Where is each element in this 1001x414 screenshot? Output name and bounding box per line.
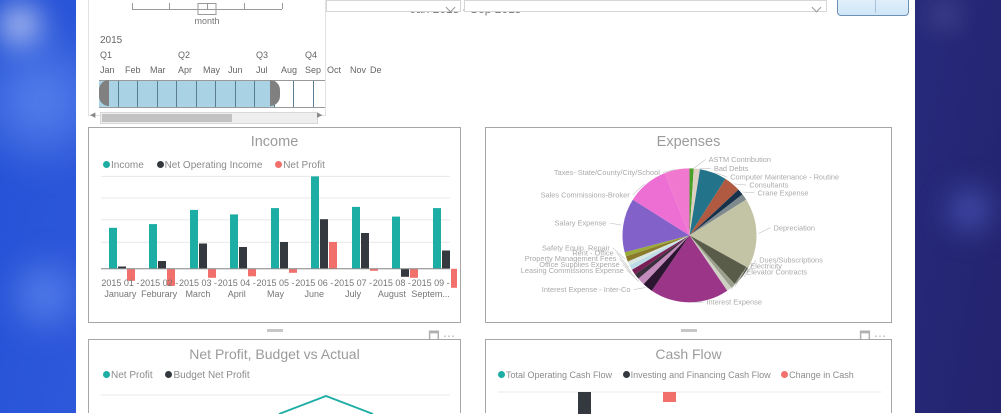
svg-text:Crane Expense: Crane Expense bbox=[758, 188, 809, 197]
svg-text:ASTM Contribution: ASTM Contribution bbox=[709, 155, 771, 164]
svg-text:Safety Equip. Repair: Safety Equip. Repair bbox=[542, 243, 610, 252]
svg-text:Interest Expense - Inter-Co: Interest Expense - Inter-Co bbox=[542, 285, 631, 294]
svg-text:Interest Expense: Interest Expense bbox=[707, 298, 762, 307]
svg-text:Depreciation: Depreciation bbox=[774, 223, 816, 232]
svg-text:Salary Expense: Salary Expense bbox=[555, 219, 607, 228]
svg-text:Sales Commissions-Broker: Sales Commissions-Broker bbox=[541, 190, 631, 199]
svg-text:Elevator Contracts: Elevator Contracts bbox=[746, 268, 807, 277]
svg-text:Taxes- State/County/City/Schoo: Taxes- State/County/City/School bbox=[554, 168, 660, 177]
